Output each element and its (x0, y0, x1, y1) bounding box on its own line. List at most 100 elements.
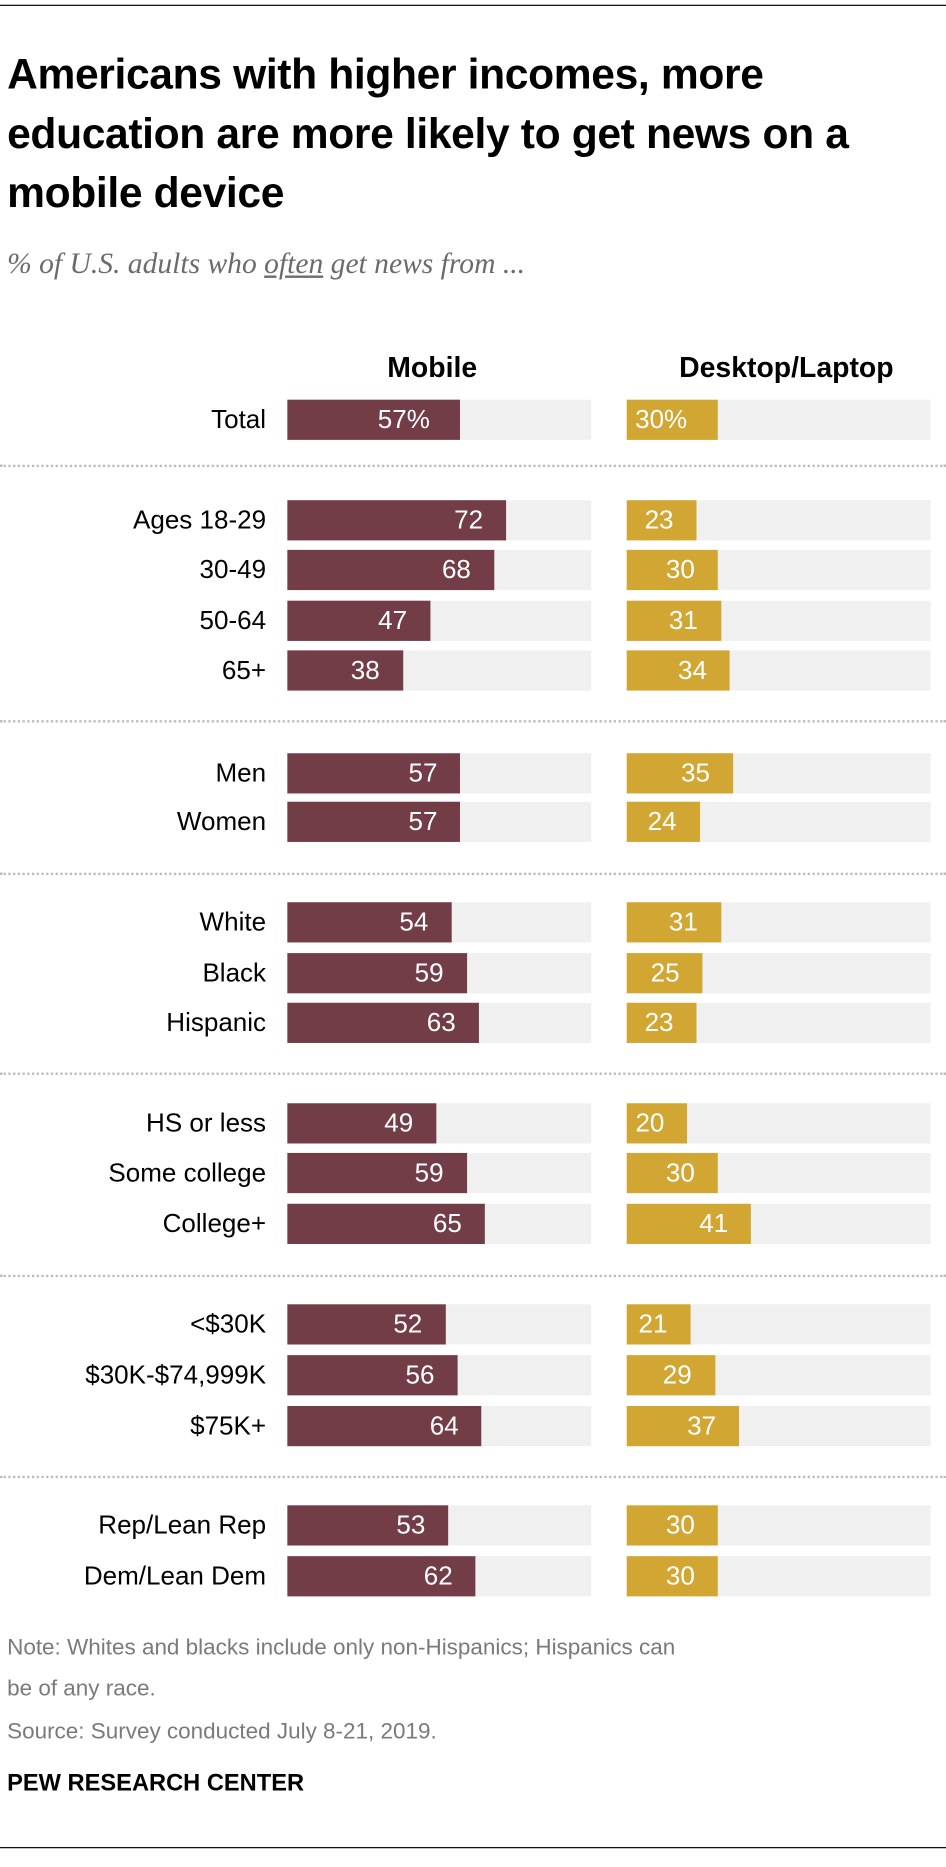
mobile-track: 38 (287, 650, 592, 691)
bar-row: Ages 18-29 72 23 (0, 500, 946, 541)
desktop-bar (626, 753, 734, 794)
mobile-bar (287, 753, 461, 794)
desktop-bar (626, 1355, 715, 1396)
desktop-value-label: 34 (678, 655, 707, 685)
bar-row: White 54 31 (0, 902, 946, 943)
note-line-2: be of any race. (7, 1676, 156, 1702)
desktop-value-label: 35 (681, 757, 710, 788)
desktop-bar (626, 953, 703, 994)
desktop-value-label: 23 (644, 504, 674, 535)
mobile-bar (287, 650, 403, 691)
mobile-value-label: 63 (426, 1007, 456, 1038)
mobile-bar (287, 1304, 446, 1345)
mobile-track: 53 (287, 1505, 592, 1546)
desktop-value-label: 30 (665, 1560, 695, 1591)
bar-row: 65+ 38 34 (0, 650, 946, 691)
mobile-bar (287, 500, 507, 541)
group-divider (0, 1072, 946, 1075)
desktop-bar (626, 1002, 697, 1043)
category-label: Ages 18-29 (132, 504, 267, 535)
pew-logo: PEW RESEARCH CENTER (7, 1770, 305, 1797)
mobile-bar (287, 1355, 458, 1396)
desktop-value-label: 30% (635, 404, 688, 434)
category-label: Rep/Lean Rep (98, 1510, 267, 1540)
category-label: Dem/Lean Dem (83, 1560, 267, 1591)
mobile-value-label: 72 (454, 504, 484, 535)
mobile-value-label: 49 (384, 1108, 414, 1138)
desktop-track: 37 (626, 1405, 931, 1447)
bar-row: HS or less 49 20 (0, 1103, 946, 1144)
desktop-value-label: 31 (668, 906, 698, 937)
mobile-bar (287, 1002, 479, 1043)
desktop-bar (626, 600, 721, 641)
mobile-track: 59 (287, 1152, 592, 1194)
desktop-value-label: 41 (699, 1208, 729, 1239)
desktop-value-label: 21 (638, 1309, 668, 1339)
mobile-track: 52 (287, 1304, 592, 1345)
group-divider (0, 872, 946, 876)
mobile-value-label: 68 (441, 554, 471, 585)
mobile-value-label: 54 (399, 906, 429, 937)
mobile-value-label: 59 (414, 1157, 444, 1188)
bar-row: Men 57 35 (0, 753, 946, 794)
desktop-track: 20 (626, 1103, 931, 1144)
column-header-mobile: Mobile (387, 352, 478, 385)
category-label: 50-64 (199, 605, 267, 636)
mobile-bar (287, 399, 461, 440)
desktop-bar (626, 1103, 688, 1144)
mobile-bar (287, 1152, 467, 1194)
desktop-track: 34 (626, 650, 931, 691)
bar-row: Dem/Lean Dem 62 30 (0, 1556, 946, 1597)
desktop-track: 30 (626, 1505, 931, 1546)
mobile-track: 59 (287, 953, 592, 994)
desktop-bar (626, 1152, 718, 1194)
desktop-value-label: 23 (644, 1007, 674, 1038)
mobile-track: 47 (287, 600, 592, 641)
mobile-track: 64 (287, 1405, 592, 1447)
column-header-desktop: Desktop/Laptop (679, 352, 894, 385)
desktop-track: 23 (626, 1002, 931, 1043)
bar-row: College+ 65 41 (0, 1203, 946, 1244)
bar-row: Hispanic 63 23 (0, 1002, 946, 1043)
bar-row: Black 59 25 (0, 953, 946, 994)
desktop-bar (626, 549, 718, 591)
desktop-track: 31 (626, 600, 931, 641)
bar-row: <$30K 52 21 (0, 1304, 946, 1345)
mobile-bar (287, 1103, 437, 1144)
category-label: 65+ (221, 655, 267, 685)
mobile-value-label: 53 (396, 1510, 426, 1540)
desktop-value-label: 31 (668, 605, 698, 636)
subtitle-text-end: get news from ... (323, 248, 525, 281)
mobile-track: 62 (287, 1556, 592, 1597)
bar-row: Some college 59 30 (0, 1152, 946, 1194)
category-label: $30K-$74,999K (85, 1359, 267, 1390)
category-label: Women (176, 806, 267, 837)
desktop-value-label: 37 (687, 1410, 717, 1441)
desktop-track: 23 (626, 500, 931, 541)
mobile-bar (287, 600, 431, 641)
mobile-value-label: 57 (408, 806, 438, 837)
desktop-track: 29 (626, 1355, 931, 1396)
desktop-value-label: 24 (647, 806, 677, 837)
mobile-bar (287, 1556, 476, 1597)
desktop-track: 30 (626, 1556, 931, 1597)
category-label: HS or less (146, 1108, 267, 1138)
desktop-bar (626, 801, 700, 842)
mobile-bar (287, 549, 494, 591)
category-label: White (199, 906, 267, 937)
mobile-track: 57 (287, 801, 592, 842)
desktop-value-label: 30 (665, 554, 695, 585)
desktop-track: 31 (626, 902, 931, 943)
mobile-track: 72 (287, 500, 592, 541)
desktop-bar (626, 1556, 718, 1597)
mobile-bar (287, 902, 452, 943)
mobile-track: 57% (287, 399, 592, 440)
mobile-bar (287, 1203, 485, 1244)
subtitle-underlined: often (264, 248, 324, 281)
desktop-track: 30 (626, 549, 931, 591)
desktop-bar (626, 1505, 718, 1546)
category-label: 30-49 (199, 554, 267, 585)
chart-subtitle: % of U.S. adults who often get news from… (7, 248, 525, 281)
mobile-value-label: 47 (378, 605, 408, 636)
